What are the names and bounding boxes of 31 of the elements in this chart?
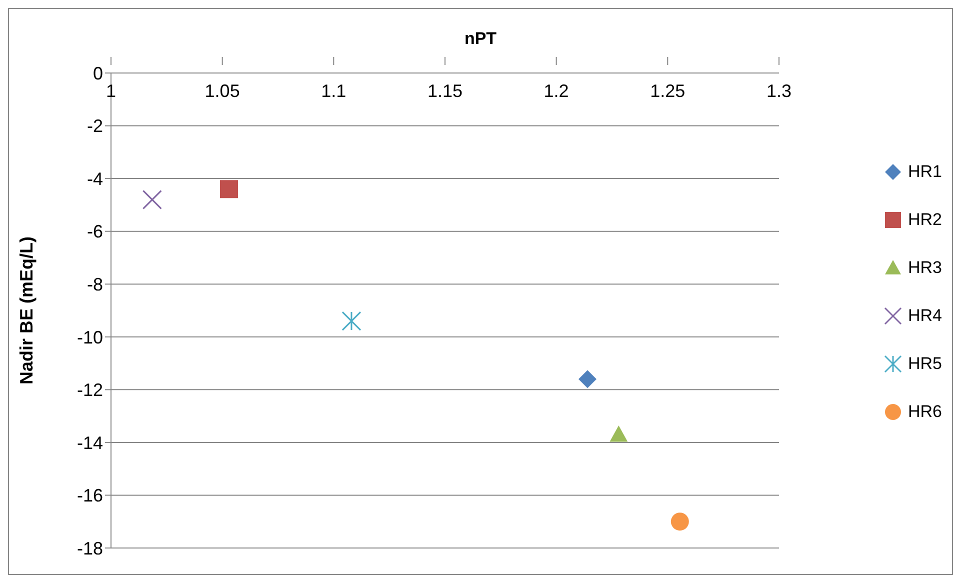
y-tick-label: -14 [76,432,103,453]
chart-title: nPT [463,29,498,49]
x-tick-label: 1 [106,81,116,101]
y-tick-label: -2 [86,116,103,136]
x-tick-label: 1.2 [544,81,569,101]
point [142,190,162,210]
y-tick-label: -8 [86,274,103,294]
y-axis-title: Nadir BE (mEq/L) [16,236,36,385]
y-tick-label: -6 [86,222,103,242]
legend-label: HR2 [908,210,942,230]
point [610,426,628,442]
point [670,512,689,531]
legend-label: HR3 [908,258,942,278]
legend-label: HR6 [908,402,942,422]
point [342,311,362,331]
x-tick-label: 1.25 [650,81,686,101]
y-tick-label: -4 [86,168,103,189]
point [220,180,238,198]
y-tick-label: -16 [76,486,103,506]
y-tick-label: -12 [76,380,103,400]
x-tick-label: 1.1 [321,81,346,101]
x-tick-label: 1.05 [204,81,240,101]
legend-label: HR1 [908,162,942,182]
y-tick-label: 0 [92,63,103,84]
y-tick-label: -18 [76,538,103,558]
legend-label: HR5 [908,354,942,374]
y-tick-label: -10 [76,327,103,348]
x-tick-label: 1.3 [766,81,792,101]
point [578,370,596,388]
legend-label: HR4 [908,306,942,326]
x-tick-label: 1.15 [427,81,463,101]
